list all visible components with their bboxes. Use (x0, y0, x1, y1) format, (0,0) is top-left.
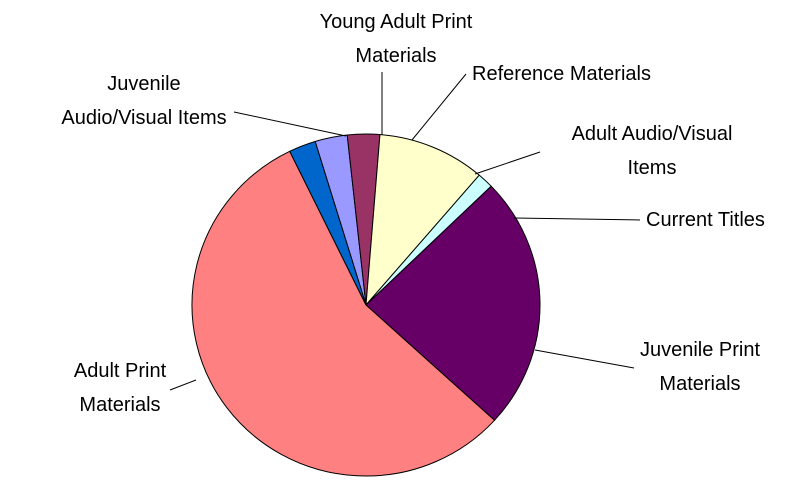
pie-slice-juvenile-audio-visual-items (289, 140, 367, 306)
pie-slices (191, 133, 541, 477)
slice-label-current-titles: Current Titles (646, 209, 765, 231)
pie-slice-adult-print-materials (191, 150, 496, 477)
leader-line-current-titles (513, 217, 641, 221)
slice-label-juvenile-print-materials: Juvenile Print Materials (640, 339, 761, 395)
leader-line-adult-print-materials (169, 379, 197, 391)
slice-label-adult-print-materials: Adult Print Materials (74, 360, 167, 416)
slice-label-young-adult-print-materials: Young Adult Print Materials (320, 11, 473, 67)
slice-label-adult-audio-visual-items: Adult Audio/Visual Items (572, 123, 733, 179)
pie-slice-juvenile-print-materials (365, 185, 541, 422)
pie-slice-adult-audio-visual-items (365, 134, 480, 307)
leader-line-adult-audio-visual-items (474, 151, 541, 175)
slice-label-reference-materials: Reference Materials (472, 63, 651, 85)
leader-line-juvenile-print-materials (534, 349, 635, 369)
leader-line-reference-materials (411, 73, 467, 141)
leader-line-juvenile-audio-visual-items (233, 111, 347, 137)
slice-label-juvenile-audio-visual-items: Juvenile Audio/Visual Items (61, 73, 226, 129)
